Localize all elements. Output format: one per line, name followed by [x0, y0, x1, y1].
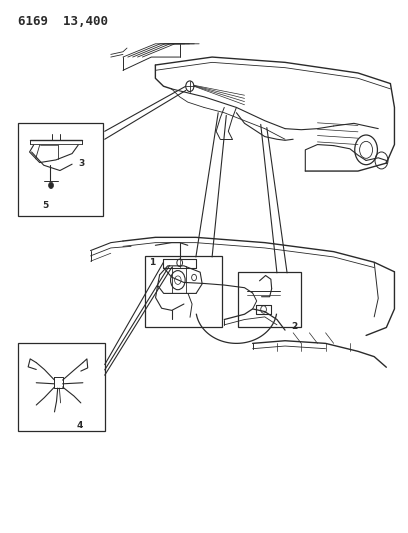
- Circle shape: [49, 182, 53, 189]
- Text: 2: 2: [291, 322, 297, 331]
- Bar: [145, 256, 222, 327]
- Bar: [18, 343, 105, 431]
- Bar: [238, 272, 301, 327]
- Text: 5: 5: [42, 201, 48, 210]
- Bar: [18, 123, 103, 216]
- Text: 6169  13,400: 6169 13,400: [18, 14, 108, 28]
- Text: 4: 4: [76, 421, 83, 430]
- Text: 1: 1: [149, 258, 155, 266]
- Text: 3: 3: [78, 159, 84, 167]
